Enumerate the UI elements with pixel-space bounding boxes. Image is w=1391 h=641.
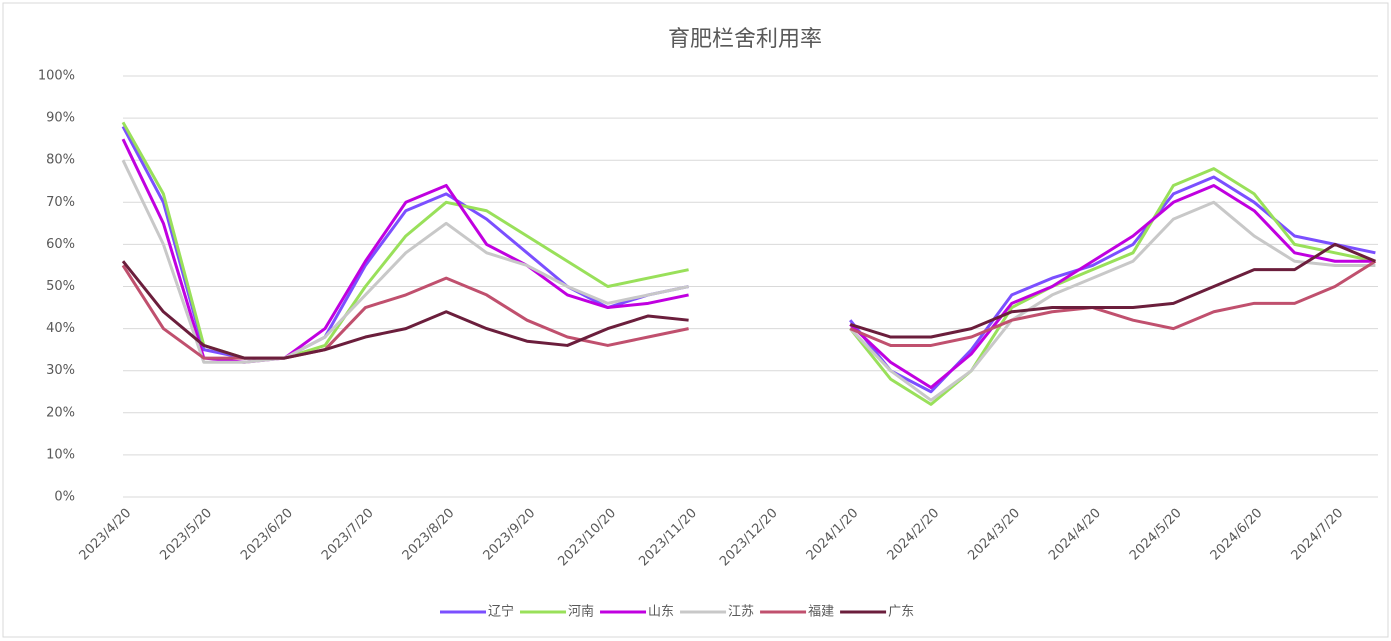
- y-tick-label: 10%: [46, 447, 75, 462]
- series-line: [849, 242, 1376, 339]
- series-line: [121, 264, 689, 360]
- legend-label: 江苏: [728, 604, 754, 620]
- y-tick-label: 0%: [54, 490, 75, 505]
- series-line: [849, 200, 1376, 402]
- series-line: [849, 183, 1376, 390]
- y-tick-label: 70%: [46, 195, 75, 210]
- legend-label: 辽宁: [488, 604, 514, 620]
- y-tick-label: 90%: [46, 111, 75, 126]
- chart-title: 育肥栏舍利用率: [668, 27, 822, 52]
- y-tick-label: 30%: [46, 363, 75, 378]
- legend-label: 河南: [568, 604, 594, 620]
- legend-label: 山东: [648, 605, 674, 620]
- series-line: [849, 259, 1377, 347]
- y-tick-label: 20%: [46, 405, 75, 420]
- y-tick-label: 100%: [38, 69, 75, 84]
- series-line: [849, 167, 1376, 406]
- y-tick-label: 50%: [46, 279, 75, 294]
- y-tick-label: 80%: [46, 153, 75, 168]
- series-line: [121, 260, 689, 360]
- y-tick-label: 40%: [46, 321, 75, 336]
- series-line: [121, 159, 689, 364]
- series-line: [849, 175, 1376, 394]
- legend-label: 福建: [808, 605, 834, 620]
- legend-label: 广东: [888, 605, 914, 620]
- series-line: [121, 125, 689, 360]
- y-tick-label: 60%: [46, 237, 75, 252]
